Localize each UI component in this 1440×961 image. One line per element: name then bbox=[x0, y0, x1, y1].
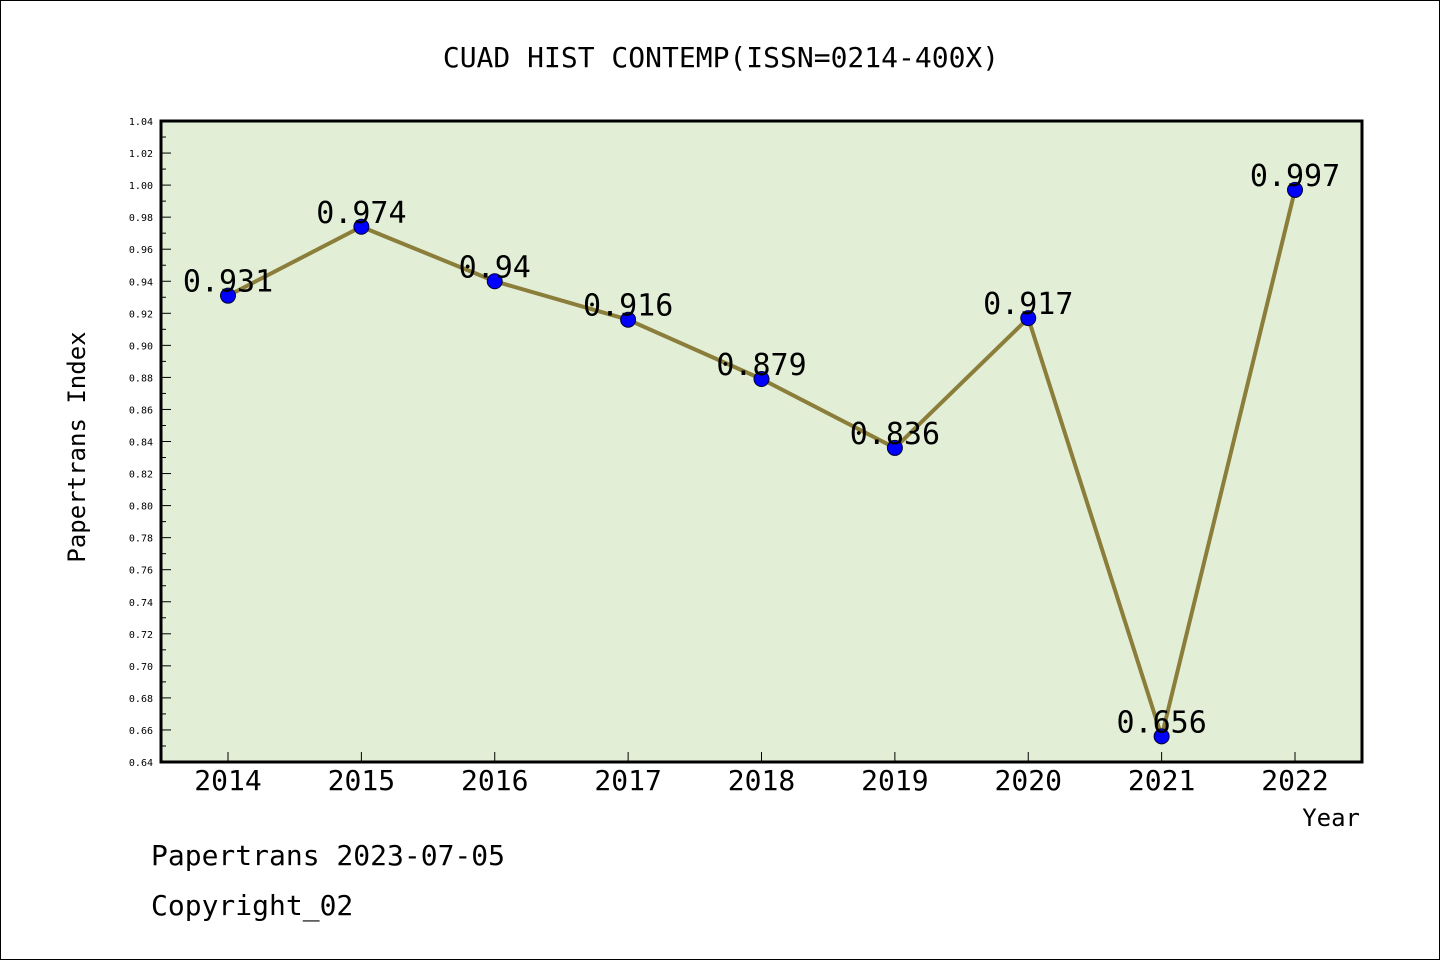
x-axis-title: Year bbox=[1302, 804, 1360, 832]
x-tick-label: 2020 bbox=[995, 764, 1062, 797]
y-tick-label: 0.74 bbox=[129, 598, 153, 609]
data-label: 0.94 bbox=[459, 250, 531, 285]
data-label: 0.931 bbox=[183, 265, 273, 300]
data-point bbox=[1020, 310, 1037, 327]
y-tick-label: 0.94 bbox=[129, 277, 153, 288]
series-markers bbox=[220, 181, 1303, 745]
y-tick-label: 0.84 bbox=[129, 438, 153, 449]
data-point bbox=[753, 371, 770, 388]
x-tick-label: 2016 bbox=[461, 764, 528, 797]
y-tick-label: 0.64 bbox=[129, 758, 153, 769]
data-label: 0.997 bbox=[1250, 159, 1340, 194]
y-tick-label: 1.04 bbox=[129, 117, 153, 128]
y-axis-title: Papertrans Index bbox=[63, 331, 91, 562]
data-label: 0.917 bbox=[983, 287, 1073, 322]
x-tick-label: 2015 bbox=[328, 764, 395, 797]
y-tick-label: 0.82 bbox=[129, 470, 153, 481]
x-tick-label: 2022 bbox=[1261, 764, 1328, 797]
data-point bbox=[1287, 181, 1303, 198]
y-tick-label: 1.02 bbox=[129, 149, 153, 160]
data-point bbox=[353, 218, 370, 235]
y-tick-label: 0.66 bbox=[129, 726, 153, 737]
x-tick-label: 2014 bbox=[194, 764, 261, 797]
data-label: 0.974 bbox=[316, 196, 406, 231]
data-point bbox=[486, 273, 503, 290]
y-tick-label: 0.70 bbox=[129, 662, 153, 673]
footer-date: Papertrans 2023-07-05 bbox=[151, 839, 505, 872]
x-tick-label: 2019 bbox=[861, 764, 928, 797]
y-tick-label: 0.90 bbox=[129, 341, 153, 352]
y-tick-label: 1.00 bbox=[129, 181, 153, 192]
y-tick-label: 0.86 bbox=[129, 405, 153, 416]
data-label: 0.916 bbox=[583, 289, 673, 324]
y-tick-label: 0.96 bbox=[129, 245, 153, 256]
y-tick-label: 0.98 bbox=[129, 213, 153, 224]
x-tick-label: 2021 bbox=[1128, 764, 1195, 797]
x-tick-label: 2018 bbox=[728, 764, 795, 797]
x-axis: 2014 2015 2016 2017 2018 2019 2020 2021 2022 bbox=[194, 752, 1329, 797]
y-tick-label: 0.72 bbox=[129, 630, 153, 641]
y-tick-label: 0.76 bbox=[129, 566, 153, 577]
y-tick-label: 0.92 bbox=[129, 309, 153, 320]
data-point bbox=[220, 287, 236, 304]
y-axis: 0.64 0.66 0.68 0.70 0.72 0.74 0.76 0.78 0.80 0.82… bbox=[129, 117, 171, 769]
y-tick-label: 0.68 bbox=[129, 694, 153, 705]
y-tick-label: 0.88 bbox=[129, 373, 153, 384]
data-label: 0.836 bbox=[850, 417, 940, 452]
data-labels: 0.931 0.974 0.94 0.916 0.879 0.836 0.917 0.656 0… bbox=[183, 159, 1340, 740]
data-point bbox=[886, 439, 903, 456]
footer-copyright: Copyright_02 bbox=[151, 889, 353, 923]
data-point bbox=[620, 311, 637, 328]
y-tick-label: 0.78 bbox=[129, 534, 153, 545]
data-label: 0.656 bbox=[1116, 705, 1206, 740]
x-tick-label: 2017 bbox=[594, 764, 661, 797]
y-tick-label: 0.80 bbox=[129, 502, 153, 513]
chart-title: CUAD HIST CONTEMP(ISSN=0214-400X) bbox=[443, 41, 999, 74]
data-point bbox=[1153, 728, 1170, 745]
data-label: 0.879 bbox=[716, 348, 806, 383]
